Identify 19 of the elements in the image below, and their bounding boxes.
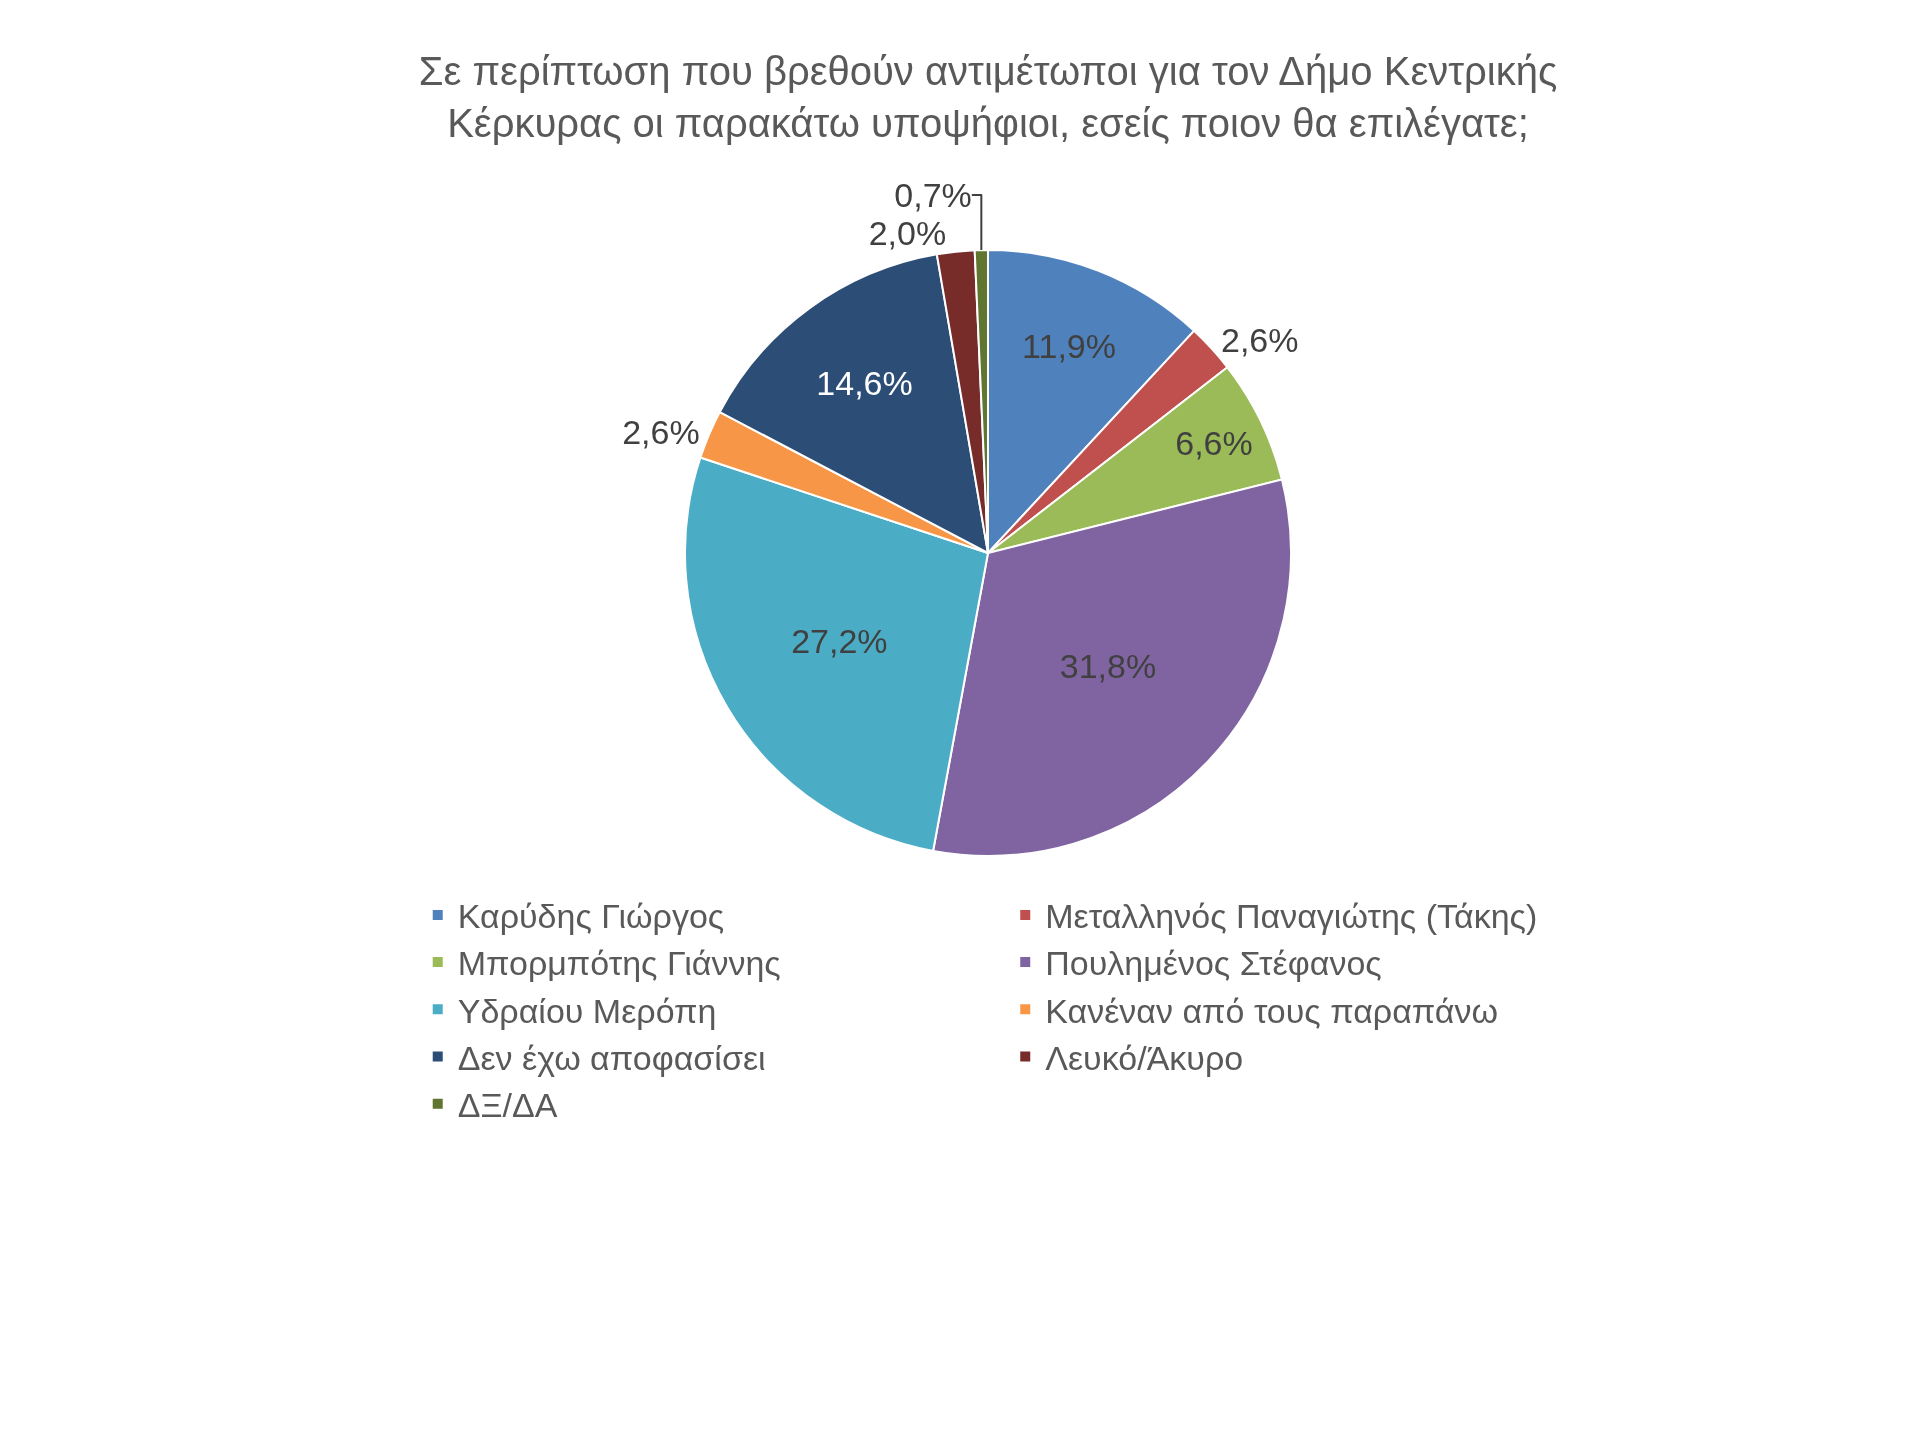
legend-label: Λευκό/Άκυρο — [1045, 1038, 1244, 1077]
legend-label: Κανέναν από τους παραπάνω — [1045, 991, 1498, 1030]
legend-label: Μεταλληνός Παναγιώτης (Τάκης) — [1045, 897, 1538, 936]
data-label: 2,6% — [1220, 320, 1299, 359]
chart-title: Σε περίπτωση που βρεθούν αντιμέτωποι για τον Δήμο Κεντρικής Κέρκυρας οι παρακάτω υποψήφιοι, εσείς ποιον θα επιλέγατε; — [418, 49, 1558, 145]
legend-label: Πουλημένος Στέφανος — [1045, 944, 1382, 983]
data-label: 27,2% — [791, 621, 888, 660]
data-label: 2,6% — [622, 412, 700, 451]
legend-label: Μπορμπότης Γιάννης — [457, 944, 781, 983]
data-label: 31,8% — [1059, 646, 1157, 685]
data-label: 11,9% — [1022, 327, 1116, 366]
legend-label: Καρύδης Γιώργος — [457, 897, 725, 936]
data-label: 0,7% — [894, 175, 972, 214]
data-label: 14,6% — [816, 364, 913, 403]
legend-label: ΔΞ/ΔΑ — [457, 1085, 558, 1124]
legend-label: Υδραίου Μερόπη — [457, 991, 717, 1030]
legend-label: Δεν έχω αποφασίσει — [457, 1038, 766, 1077]
data-label: 2,0% — [868, 213, 947, 252]
data-label: 6,6% — [1175, 424, 1253, 463]
